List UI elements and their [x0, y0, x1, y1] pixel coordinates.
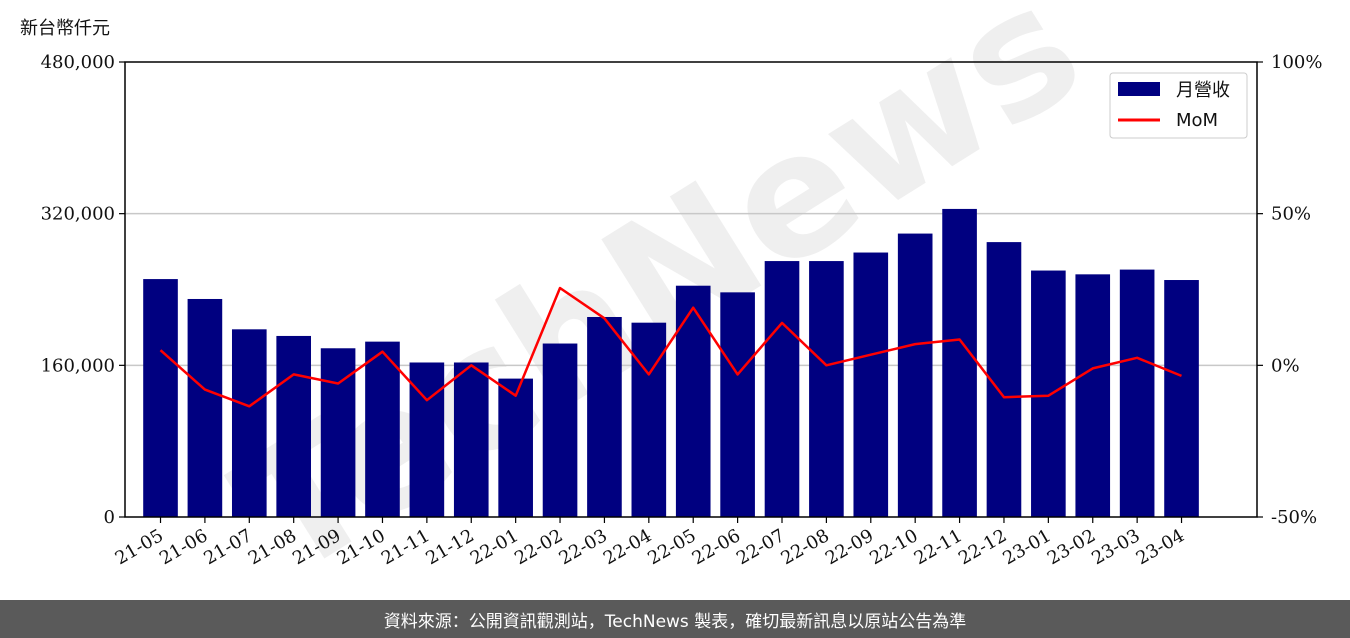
mom-line: [159, 286, 1182, 408]
bar-22-08: [809, 261, 844, 517]
bar-21-10: [365, 341, 400, 517]
bar-22-03: [587, 316, 622, 517]
x-tick-label: 22-01: [467, 525, 522, 569]
bar-22-01: [498, 378, 533, 517]
left-tick-label: 0: [104, 507, 115, 528]
left-tick-label: 320,000: [41, 204, 115, 225]
x-tick-label: 23-02: [1044, 525, 1099, 569]
bar-22-10: [897, 233, 933, 517]
bar-21-08: [276, 335, 312, 517]
x-tick-label: 23-03: [1088, 525, 1143, 569]
right-tick-label: 0%: [1271, 355, 1300, 376]
right-tick-label: 100%: [1271, 52, 1322, 73]
x-tick-label: 22-07: [733, 525, 788, 569]
bar-23-01: [1031, 270, 1066, 517]
plot-frame: [124, 61, 1258, 518]
legend-label-mom: MoM: [1176, 110, 1218, 131]
x-tick-label: 22-03: [555, 525, 610, 569]
x-tick-label: 22-10: [866, 525, 921, 569]
x-tick-label: 22-05: [644, 525, 699, 569]
x-tick-label: 22-11: [911, 525, 966, 569]
right-tick-label: -50%: [1271, 507, 1317, 528]
legend-swatch-revenue: [1118, 82, 1160, 96]
bar-23-04: [1164, 280, 1199, 517]
x-tick-label: 21-07: [200, 525, 255, 569]
bar-22-11: [942, 208, 977, 518]
bar-23-02: [1075, 274, 1111, 517]
bar-22-12: [986, 242, 1022, 517]
bar-22-02: [542, 343, 578, 517]
bar-21-05: [143, 279, 178, 517]
bar-22-04: [631, 322, 667, 517]
bar-22-09: [853, 252, 889, 517]
x-tick-label: 22-12: [955, 525, 1010, 569]
x-tick-label: 21-06: [156, 525, 211, 569]
bar-21-12: [453, 362, 489, 517]
bar-21-07: [231, 329, 267, 517]
bar-series: [143, 208, 1199, 518]
left-tick-label: 160,000: [41, 355, 115, 376]
bar-22-07: [764, 261, 800, 517]
legend: 月營收 MoM: [1109, 72, 1248, 139]
mom-line-series: [159, 286, 1182, 408]
y-axis-unit-label: 新台幣仟元: [20, 18, 110, 39]
x-tick-label: 23-04: [1133, 525, 1188, 569]
x-tick-label: 22-06: [689, 525, 744, 569]
right-tick-label: 50%: [1271, 204, 1311, 225]
x-tick-label: 22-02: [511, 525, 566, 569]
x-tick-label: 21-05: [112, 525, 167, 569]
plot-border: [124, 61, 1258, 518]
left-tick-label: 480,000: [41, 52, 115, 73]
x-tick-label: 23-01: [999, 525, 1054, 569]
bar-22-06: [720, 292, 755, 517]
left-axis: 0 160,000 320,000 480,000: [41, 52, 125, 528]
right-axis: -50% 0% 50% 100%: [1257, 52, 1322, 528]
bar-22-05: [675, 285, 711, 517]
x-tick-label: 22-04: [600, 525, 655, 569]
x-tick-label: 22-09: [822, 525, 877, 569]
legend-label-revenue: 月營收: [1176, 80, 1230, 101]
bar-21-06: [187, 298, 223, 517]
x-tick-label: 22-08: [777, 525, 832, 569]
source-footer: 資料來源：公開資訊觀測站，TechNews 製表，確切最新訊息以原站公告為準: [0, 600, 1350, 638]
bar-23-03: [1119, 269, 1155, 517]
